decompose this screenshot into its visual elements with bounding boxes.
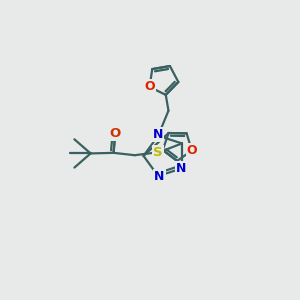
Text: O: O [187,144,197,157]
Text: N: N [153,128,164,141]
Text: S: S [153,146,163,159]
Text: N: N [154,170,164,183]
Text: O: O [110,127,121,140]
Text: N: N [176,162,186,176]
Text: O: O [144,80,155,93]
